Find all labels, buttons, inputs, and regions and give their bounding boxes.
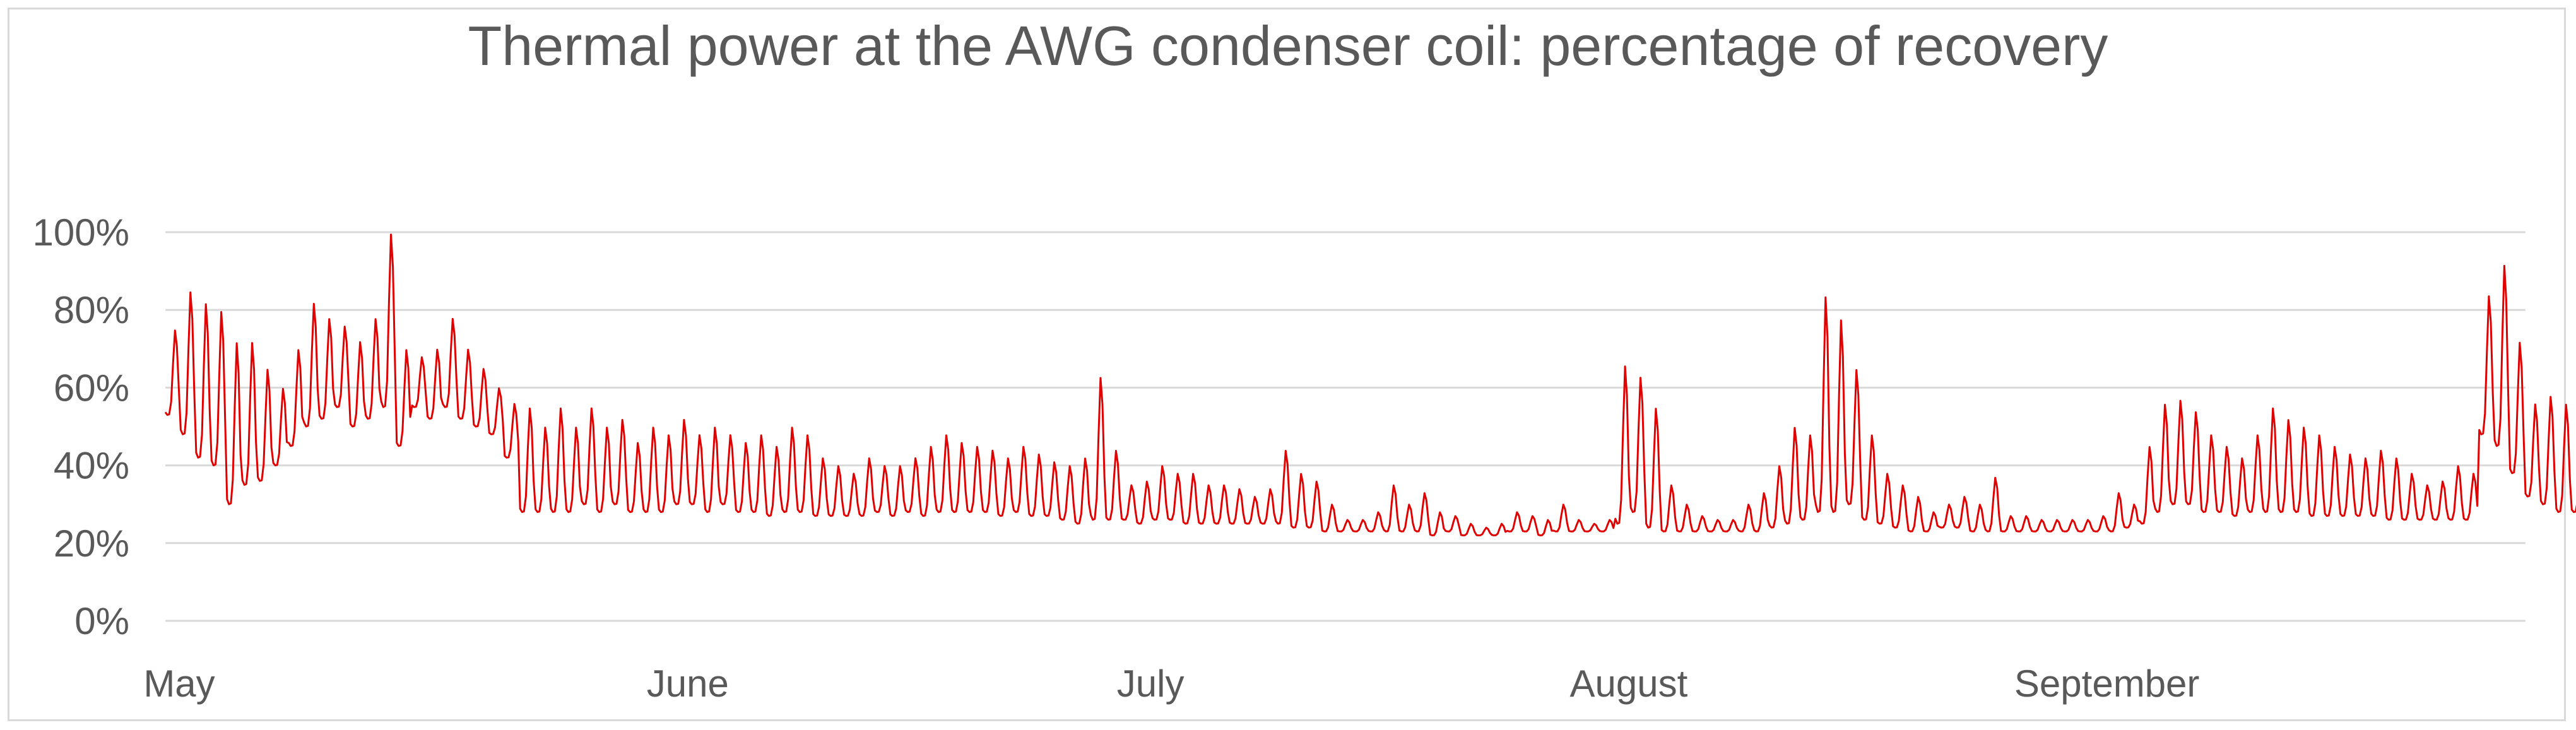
x-tick-label: July (1117, 662, 1185, 705)
y-tick-label: 0% (74, 600, 129, 642)
x-tick-label: August (1569, 662, 1687, 705)
x-tick-label: May (143, 662, 215, 705)
series-layer (164, 233, 2576, 536)
y-axis-tick-labels: 0% 20% 40% 60% 80% 100% (33, 211, 129, 642)
series-line (164, 233, 2576, 536)
x-axis-tick-labels: May June July August September (143, 662, 2199, 705)
y-tick-label: 20% (54, 522, 129, 565)
chart-frame (8, 8, 2566, 721)
x-tick-label: September (2014, 662, 2200, 705)
gridlines (165, 231, 2526, 622)
chart-title: Thermal power at the AWG condenser coil:… (468, 15, 2108, 77)
y-tick-label: 80% (54, 289, 129, 331)
x-tick-label: June (647, 662, 729, 705)
y-tick-label: 100% (33, 211, 129, 254)
y-tick-label: 40% (54, 445, 129, 487)
y-tick-label: 60% (54, 367, 129, 409)
